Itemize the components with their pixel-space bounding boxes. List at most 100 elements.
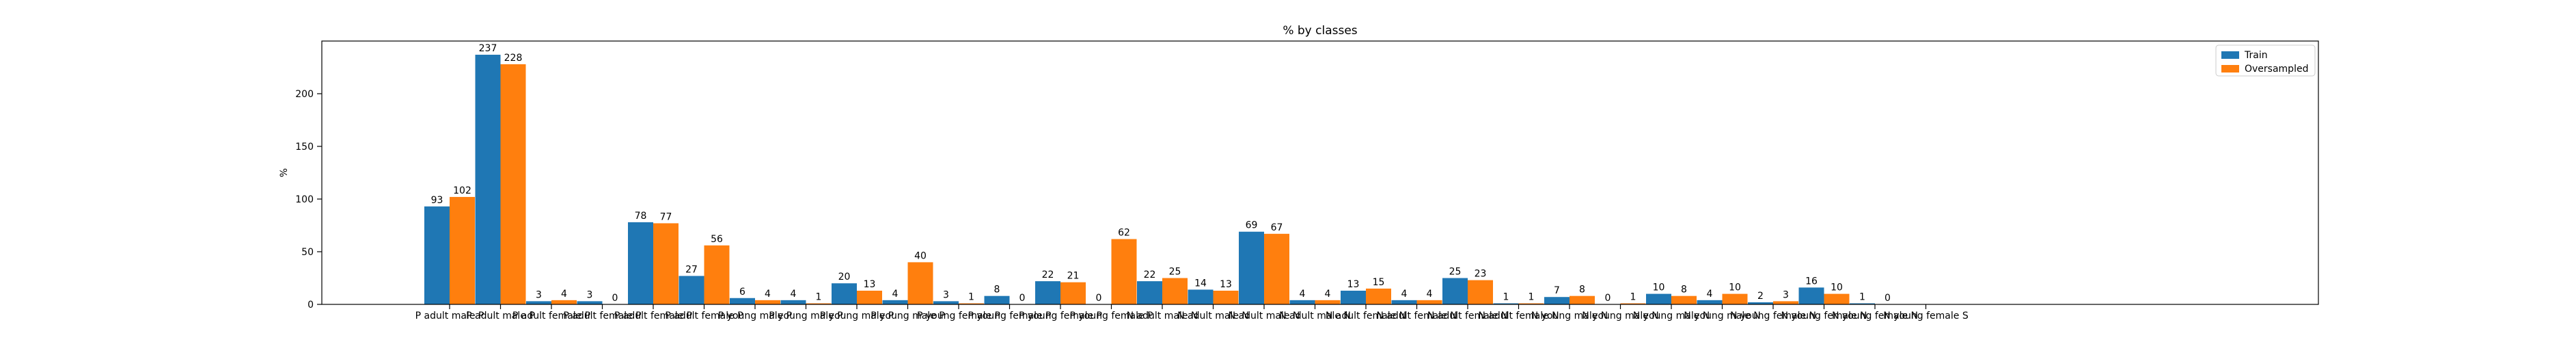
bar-oversampled-15 [1162, 278, 1188, 304]
bar-train-17 [1239, 231, 1264, 304]
x-tick-label: N young female N [1781, 311, 1867, 321]
x-tick-label: P young female P [1019, 311, 1102, 321]
bar-label-train-11: 3 [943, 289, 949, 300]
bar-train-5 [628, 222, 653, 304]
bar-train-27 [1748, 302, 1773, 304]
bar-oversampled-24 [1620, 303, 1646, 304]
bar-oversampled-6 [704, 245, 730, 304]
bar-train-13 [1035, 281, 1060, 304]
x-tick-label: N adult female N [1478, 311, 1559, 321]
bar-train-21 [1442, 278, 1468, 304]
bar-label-oversampled-9: 13 [864, 279, 876, 290]
bar-oversampled-26 [1722, 293, 1748, 304]
bar-train-6 [679, 276, 704, 304]
bar-oversampled-11 [959, 303, 984, 304]
bar-train-23 [1544, 297, 1570, 304]
bar-label-train-25: 10 [1653, 282, 1665, 293]
bar-label-oversampled-11: 1 [968, 291, 974, 302]
bar-train-25 [1646, 293, 1671, 304]
bar-label-oversampled-7: 4 [765, 289, 771, 300]
chart-title: % by classes [1283, 24, 1357, 38]
bar-label-oversampled-27: 3 [1783, 289, 1789, 300]
bar-oversampled-25 [1671, 295, 1697, 304]
bar-oversampled-10 [907, 262, 933, 304]
bar-oversampled-17 [1264, 233, 1289, 304]
legend-label-oversampled: Oversampled [2245, 64, 2308, 75]
x-tick-label: P young male P [871, 311, 944, 321]
bar-label-train-19: 13 [1347, 279, 1360, 290]
bar-oversampled-5 [653, 223, 679, 304]
bar-label-train-27: 2 [1757, 291, 1764, 302]
bar-label-oversampled-12: 0 [1019, 293, 1026, 304]
bar-train-9 [832, 283, 857, 304]
bar-label-oversampled-4: 0 [612, 293, 618, 304]
bar-train-16 [1188, 289, 1214, 304]
bar-oversampled-1 [450, 196, 475, 304]
bar-label-oversampled-2: 228 [504, 53, 523, 64]
bar-train-12 [984, 295, 1010, 304]
bar-label-oversampled-23: 8 [1579, 285, 1585, 295]
bar-label-train-10: 4 [892, 289, 899, 300]
x-tick-label: P adult male P [415, 311, 484, 321]
bar-label-train-13: 22 [1042, 269, 1054, 280]
x-tick-label: N adult male N [1229, 311, 1300, 321]
bar-train-11 [933, 301, 959, 304]
x-tick-label: N adult male N [1279, 311, 1351, 321]
plot-frame [321, 40, 2319, 305]
bar-label-oversampled-18: 4 [1325, 289, 1331, 300]
bar-label-oversampled-20: 4 [1427, 289, 1433, 300]
legend-box [2215, 44, 2316, 77]
bar-oversampled-28 [1824, 293, 1850, 304]
bar-label-oversampled-6: 56 [711, 234, 723, 245]
bar-label-oversampled-13: 21 [1067, 271, 1080, 282]
bar-label-oversampled-22: 1 [1529, 291, 1535, 302]
bar-train-15 [1137, 281, 1162, 304]
bar-label-oversampled-26: 10 [1729, 282, 1741, 293]
bar-label-train-23: 7 [1554, 285, 1560, 296]
x-tick-label: N young female N [1832, 311, 1918, 321]
bar-train-1 [424, 206, 450, 304]
bar-oversampled-3 [551, 300, 577, 304]
bar-label-train-7: 6 [739, 287, 745, 298]
legend-swatch-train [2221, 51, 2239, 59]
bar-label-train-26: 4 [1707, 289, 1713, 300]
x-tick-label: P young female P [968, 311, 1052, 321]
bar-train-19 [1341, 290, 1366, 304]
bar-oversampled-2 [500, 64, 526, 304]
legend-label-train: Train [2244, 50, 2268, 61]
bar-train-2 [475, 55, 501, 305]
bar-train-7 [730, 298, 755, 304]
x-tick-label: N young male N [1582, 311, 1659, 321]
y-tick-label: 150 [295, 142, 314, 153]
x-tick-label: P adult female P [512, 311, 590, 321]
x-tick-label: P adult female P [665, 311, 743, 321]
bar-label-train-8: 4 [791, 289, 797, 300]
bar-train-3 [526, 301, 551, 304]
bar-label-oversampled-21: 23 [1475, 269, 1487, 280]
bar-label-oversampled-28: 10 [1831, 282, 1843, 293]
bar-train-22 [1493, 303, 1519, 304]
bar-label-train-20: 4 [1401, 289, 1408, 300]
bar-oversampled-19 [1366, 288, 1391, 304]
x-tick-label: P young male P [718, 311, 792, 321]
x-tick-label: N young male N [1531, 311, 1608, 321]
x-tick-label: P adult female P [614, 311, 692, 321]
bar-oversampled-23 [1570, 295, 1595, 304]
bar-train-28 [1798, 287, 1824, 304]
bar-label-train-14: 0 [1096, 293, 1102, 304]
y-tick-label: 0 [307, 300, 314, 311]
bar-label-train-28: 16 [1805, 276, 1818, 287]
bar-label-oversampled-29: 0 [1885, 293, 1891, 304]
x-tick-label: P adult female P [563, 311, 641, 321]
x-tick-label: N adult male N [1127, 311, 1198, 321]
bar-oversampled-14 [1111, 239, 1137, 304]
bar-train-29 [1850, 303, 1875, 304]
bar-label-train-22: 1 [1503, 291, 1509, 302]
x-tick-label: N adult female N [1326, 311, 1406, 321]
bar-label-train-3: 3 [536, 289, 542, 300]
bar-train-20 [1391, 300, 1417, 304]
bar-oversampled-7 [755, 300, 780, 304]
bar-label-oversampled-14: 62 [1118, 228, 1130, 239]
bar-oversampled-22 [1518, 303, 1544, 304]
